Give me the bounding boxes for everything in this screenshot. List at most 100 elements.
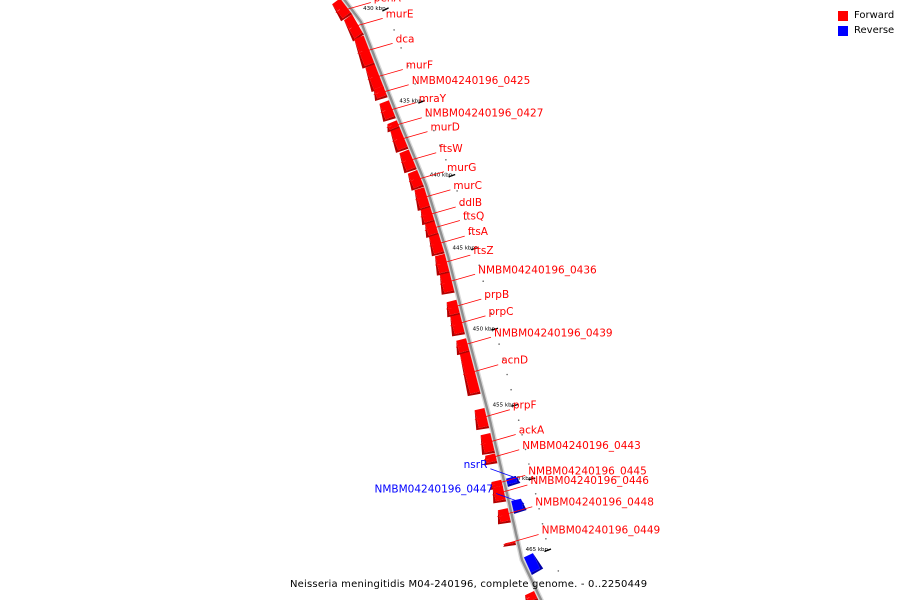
guide-dot — [469, 232, 472, 235]
gene-label: nsrR — [464, 459, 488, 471]
guide-dot — [528, 463, 530, 465]
gene-label: ftsQ — [463, 211, 484, 223]
tick-label: 460 kbp — [510, 476, 533, 482]
guide-dot — [486, 296, 489, 299]
gene-arrow-side — [365, 67, 385, 92]
gene-label-leader — [335, 2, 371, 13]
gene-label-leader — [415, 189, 451, 201]
gene-label-leader — [373, 84, 409, 96]
tick-label: 465 kbp — [526, 547, 549, 553]
gene-arrow-side — [344, 20, 364, 42]
gene-arrow-side — [373, 89, 388, 101]
gene-label-leader — [367, 69, 403, 80]
gene-label-leader — [392, 131, 428, 142]
gene-arrow-side — [456, 340, 470, 356]
gene-label-leader — [386, 117, 422, 129]
gene-label-leader — [490, 475, 526, 486]
guide-dot — [400, 47, 402, 49]
gene-label-leader — [503, 534, 539, 545]
gene-label-leader — [380, 102, 416, 114]
gene-arrow-side — [379, 103, 396, 122]
gene-highlight — [526, 597, 530, 600]
gene-label: murE — [386, 8, 414, 20]
guide-dot — [506, 373, 508, 376]
gene-arrow-side — [390, 131, 409, 153]
gene-arrow-side — [387, 124, 400, 133]
gene-label-leader — [420, 206, 456, 218]
gene-arrow — [435, 253, 450, 274]
gene-label-leader — [480, 434, 516, 445]
gene-label: NMBM04240196_0447 — [375, 484, 494, 496]
gene-arrow — [344, 14, 363, 39]
gene-murE — [344, 14, 364, 42]
guide-dot — [465, 218, 467, 221]
guide-dot — [534, 493, 537, 495]
guide-dot — [407, 65, 409, 67]
gene-label-leader — [439, 273, 476, 285]
gene-arrow-side — [492, 487, 507, 504]
tick-label: 450 kbp — [473, 326, 496, 332]
gene-label-leader — [463, 364, 499, 376]
map-caption: Neisseria meningitidis M04-240196, compl… — [290, 579, 648, 590]
gene-arrow-side — [459, 354, 481, 397]
gene-arrow-side — [414, 190, 431, 211]
gene-label: NMBM04240196_0425 — [412, 75, 531, 87]
tick-mark — [491, 327, 499, 331]
guide-dot — [541, 523, 544, 525]
gene-arrow-side — [530, 553, 544, 575]
gene-label: ackA — [519, 425, 545, 437]
guide-dot — [478, 264, 481, 267]
backbone-line — [341, 0, 544, 600]
gene-label: ddlB — [459, 197, 482, 209]
gene-label: murG — [447, 162, 476, 174]
gene-label-leader — [455, 336, 492, 348]
guide-dot — [545, 538, 547, 540]
gene-arrow-side — [446, 302, 461, 318]
gene-arrow-side — [399, 153, 417, 174]
backbone-dots — [385, 8, 560, 572]
tick-label: 445 kbp — [452, 246, 475, 252]
gene-label: dca — [396, 33, 415, 45]
gene-label: NMBM04240196_0427 — [425, 108, 544, 120]
gene-label: acnD — [501, 355, 528, 367]
tick-mark — [470, 247, 479, 251]
gene-arrow — [407, 169, 424, 189]
tick-label: 430 kbp — [363, 6, 386, 12]
guide-dot — [510, 388, 512, 391]
gene-arrow — [390, 127, 408, 151]
guide-dot — [557, 570, 560, 572]
legend-reverse-label: Reverse — [854, 25, 895, 36]
legend: Forward Reverse — [838, 8, 894, 38]
gene-label: NMBM04240196_0448 — [535, 497, 654, 509]
gene-arrow-side — [497, 510, 511, 525]
gene-mraY — [379, 100, 396, 122]
guide-dot — [456, 190, 458, 192]
gene-arrow — [497, 508, 511, 523]
gene-arrow-side — [480, 435, 495, 455]
tick-mark — [418, 99, 426, 104]
gene-label: murF — [406, 60, 433, 72]
gene-label: penA — [374, 0, 402, 5]
gene-arrow — [373, 85, 387, 99]
guide-dot — [498, 343, 500, 345]
gene-label-leader — [484, 449, 520, 461]
guide-dot — [460, 204, 463, 206]
gene-label: murC — [453, 180, 482, 192]
gene-label: NMBM04240196_0443 — [522, 440, 641, 452]
gene-arrow-side — [503, 542, 516, 547]
tick-mark — [382, 7, 389, 12]
guide-dot — [517, 419, 520, 422]
gene-label-leader — [408, 171, 445, 183]
backbone-shadow — [341, 0, 544, 600]
guide-dot — [490, 312, 493, 315]
gene-label-leader — [357, 43, 393, 54]
gene-arrow-side — [429, 237, 445, 257]
gene-label-leader — [435, 254, 471, 266]
gene-highlight — [349, 27, 352, 30]
gene-label-leader — [446, 298, 482, 310]
guide-dot — [414, 83, 416, 85]
gene-label: prpB — [484, 289, 509, 301]
tick-label: 455 kbp — [493, 403, 516, 409]
gene-label-leader — [429, 235, 465, 247]
tick-label: 435 kbp — [399, 99, 422, 105]
